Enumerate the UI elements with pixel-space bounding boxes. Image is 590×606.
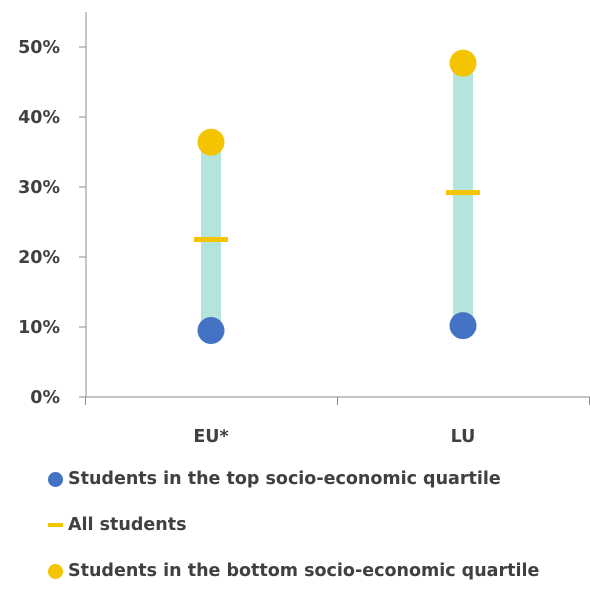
x-tick-label-eu: EU* — [193, 427, 228, 447]
legend-label-all-students: All students — [68, 515, 187, 535]
range-chart: 0% 10% 20% 30% 40% 50% EU* LU Students in the t… — [18, 12, 590, 581]
all-students-marker — [446, 190, 480, 196]
legend-marker-all-students — [48, 523, 63, 527]
legend-marker-top-quartile — [48, 471, 63, 487]
legend-marker-bottom-quartile — [48, 563, 63, 579]
y-tick-label: 30% — [18, 178, 60, 198]
legend-label-top-quartile: Students in the top socio-economic quart… — [68, 469, 501, 489]
y-tick-label: 10% — [18, 318, 60, 338]
top-quartile-point — [197, 317, 225, 344]
y-tick-label: 50% — [18, 38, 60, 58]
range-bar — [201, 142, 221, 331]
bottom-quartile-point — [449, 49, 477, 77]
legend-item-all-students: All students — [48, 514, 588, 536]
legend: Students in the top socio-economic quart… — [48, 468, 588, 606]
y-tick-label: 20% — [18, 248, 60, 268]
legend-label-bottom-quartile: Students in the bottom socio-economic qu… — [68, 561, 540, 581]
plot-area: 0% 10% 20% 30% 40% 50% EU* LU — [18, 12, 590, 447]
top-quartile-point — [449, 312, 477, 340]
y-tick-label: 40% — [18, 108, 60, 128]
x-tick-label-lu: LU — [451, 427, 476, 447]
legend-item-bottom-quartile: Students in the bottom socio-economic qu… — [48, 560, 588, 582]
all-students-marker — [194, 237, 228, 242]
bottom-quartile-point — [197, 128, 225, 156]
legend-item-top-quartile: Students in the top socio-economic quart… — [48, 468, 588, 490]
y-tick-label: 0% — [30, 388, 60, 408]
